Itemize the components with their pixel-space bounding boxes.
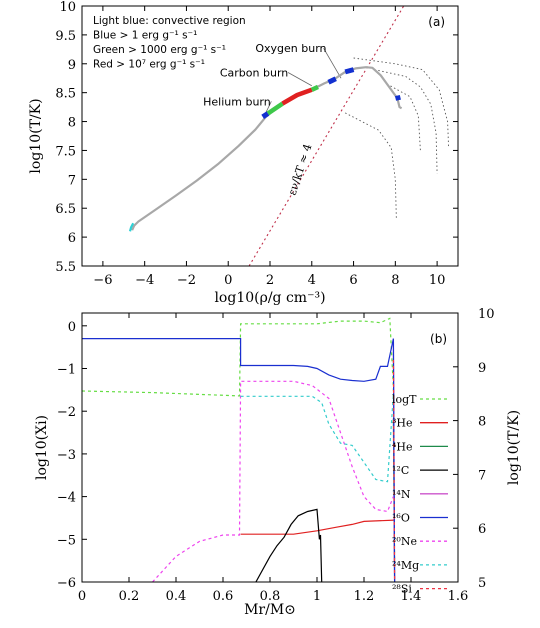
y2-tick-label-b: 5 <box>478 576 486 591</box>
annotation-2: Helium burn <box>203 95 271 108</box>
legend-label-b: logT <box>392 393 417 406</box>
y-tick-label-a: 8.5 <box>55 87 76 102</box>
y-tick-label-a: 7.5 <box>55 144 76 159</box>
series-green-2 <box>266 101 284 116</box>
legend-label-b: ²⁰Ne <box>392 535 417 548</box>
dotted-track-2 <box>386 83 421 151</box>
x-tick-label-a: 0 <box>224 273 232 288</box>
legend-text-a: Light blue: convective region <box>93 15 246 27</box>
y-tick-label-b: −1 <box>57 363 76 378</box>
y-tick-label-b: −5 <box>57 533 76 548</box>
series-blue-7 <box>344 67 355 75</box>
series-blue-5 <box>261 111 270 119</box>
series-line-8 <box>392 359 396 582</box>
series-line-7 <box>240 394 394 483</box>
legend-label-b: ¹²C <box>392 464 409 477</box>
dotted-track-1 <box>374 69 438 174</box>
x-tick-label-b: 0.8 <box>260 589 281 604</box>
annotation-pointer-0 <box>323 48 342 79</box>
annotation-1: Carbon burn <box>220 66 288 79</box>
neutrino-line <box>248 6 405 266</box>
legend-label-b: ²⁸Si <box>392 583 412 596</box>
legend-text-a: Red > 10⁷ erg g⁻¹ s⁻¹ <box>93 59 205 71</box>
x-tick-label-b: 1.4 <box>401 589 422 604</box>
x-tick-label-a: −6 <box>93 273 112 288</box>
panel-label-a: (a) <box>428 15 445 29</box>
legend-label-b: ⁴He <box>392 440 413 453</box>
y-tick-label-b: −4 <box>57 491 76 506</box>
dotted-track-3 <box>344 112 397 220</box>
y-tick-label-a: 6 <box>68 231 76 246</box>
series-line-5 <box>82 338 396 582</box>
y-axis-label-b: log10(Xi) <box>34 415 50 480</box>
annotation-pointer-1 <box>287 72 312 87</box>
series-line-0 <box>82 317 396 561</box>
y-tick-label-a: 7 <box>68 173 76 188</box>
y-axis-label-a: log10(T/K) <box>28 98 44 173</box>
series-convective-1 <box>128 222 135 232</box>
dotted-track-0 <box>353 57 450 148</box>
y-tick-label-a: 6.5 <box>55 202 76 217</box>
x-tick-label-b: 0.2 <box>119 589 140 604</box>
legend-label-b: ¹⁴N <box>392 488 411 501</box>
panel-label-b: (b) <box>430 332 447 346</box>
annotation-0: Oxygen burn <box>255 42 326 55</box>
y-tick-label-b: −2 <box>57 405 76 420</box>
series-line-3 <box>255 508 323 582</box>
y2-tick-label-b: 9 <box>478 361 486 376</box>
x-tick-label-a: 4 <box>308 273 316 288</box>
y-tick-label-a: 9.5 <box>55 29 76 44</box>
y-tick-label-b: −3 <box>57 448 76 463</box>
x-tick-label-b: 1 <box>313 589 321 604</box>
y-tick-label-a: 9 <box>68 58 76 73</box>
x-tick-label-a: 6 <box>349 273 357 288</box>
series-red-3 <box>281 87 313 106</box>
y-tick-label-b: 0 <box>68 320 76 335</box>
panel-b-plot <box>82 317 396 582</box>
panel-a-plot <box>128 6 450 266</box>
annotation-neutrino: εν/kT ≈ 4 <box>286 142 315 197</box>
y2-tick-label-b: 6 <box>478 522 486 537</box>
x-tick-label-a: 8 <box>391 273 399 288</box>
x-tick-label-b: 1.2 <box>354 589 375 604</box>
y2-tick-label-b: 8 <box>478 415 486 430</box>
legend-label-b: ³He <box>392 417 413 430</box>
y-tick-label-a: 5.5 <box>55 260 76 275</box>
series-line-1 <box>240 519 395 535</box>
y2-tick-label-b: 7 <box>478 468 486 483</box>
legend-label-b: ²⁴Mg <box>392 559 419 572</box>
legend-text-a: Blue > 1 erg g⁻¹ s⁻¹ <box>93 30 197 42</box>
x-tick-label-a: 10 <box>429 273 446 288</box>
x-axis-label-b: Mr/M⊙ <box>244 602 296 618</box>
x-axis-label-a: log10(ρ/g cm⁻³) <box>214 290 325 306</box>
series-green-4 <box>310 84 319 92</box>
x-tick-label-a: −2 <box>177 273 196 288</box>
series-blue-6 <box>327 76 337 85</box>
legend-label-b: ¹⁶O <box>392 512 410 525</box>
legend-text-a: Green > 1000 erg g⁻¹ s⁻¹ <box>93 44 226 56</box>
x-tick-label-a: 2 <box>266 273 274 288</box>
x-tick-label-b: 1.6 <box>448 589 469 604</box>
y-tick-label-b: −6 <box>57 576 76 591</box>
x-tick-label-b: 0 <box>78 589 86 604</box>
series-blue-8 <box>394 95 401 101</box>
y-tick-label-a: 10 <box>59 0 76 15</box>
series-profile-0 <box>131 66 403 231</box>
y2-axis-label-b: log10(T/K) <box>506 410 522 485</box>
y-tick-label-a: 8 <box>68 116 76 131</box>
y2-tick-label-b: 10 <box>478 307 495 322</box>
x-tick-label-b: 0.4 <box>166 589 187 604</box>
x-tick-label-a: −4 <box>135 273 154 288</box>
x-tick-label-b: 0.6 <box>213 589 234 604</box>
